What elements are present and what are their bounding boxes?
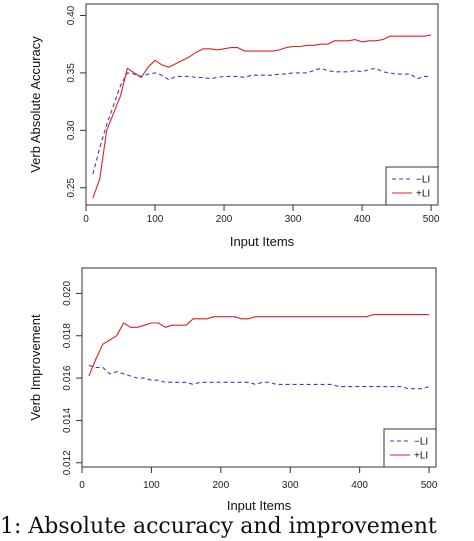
chart2-x-tick-label: 500 [421, 480, 438, 491]
chart1-series-line-plus-li [92, 34, 432, 199]
chart2-y-tick-label: 0.018 [62, 323, 73, 348]
chart1-x-tick-label: 100 [147, 214, 164, 225]
chart1-legend-label: +LI [416, 189, 430, 200]
chart2-x-axis-label: Input Items [227, 498, 292, 513]
chart1-plot-frame [85, 3, 439, 206]
chart2-y-tick-label: 0.016 [62, 365, 73, 390]
chart2-legend-label: −LI [414, 437, 428, 448]
chart1-y-tick-label: 0.30 [66, 120, 77, 140]
chart2-x-tick-label: 0 [79, 480, 85, 491]
chart2-y-tick-label: 0.012 [62, 450, 73, 475]
chart2-legend-label: +LI [414, 451, 428, 462]
accuracy-panel: 0 100 200 300 400 500 0.25 0.30 0.35 0.40 Input It… [28, 3, 440, 249]
chart2-x-tick-label: 300 [282, 480, 299, 491]
chart2-x-tick-label: 400 [351, 480, 368, 491]
figure-caption: 1: Absolute accuracy and improvement [0, 514, 437, 539]
chart1-x-axis-label: Input Items [230, 234, 295, 249]
chart1-x-tick-label: 0 [83, 214, 89, 225]
chart2-y-tick-label: 0.020 [62, 280, 73, 305]
chart2-series-line-minus-li [88, 364, 430, 390]
chart1-y-tick-label: 0.40 [66, 5, 77, 25]
chart1-x-tick-label: 300 [285, 214, 302, 225]
chart1-y-tick-label: 0.25 [66, 178, 77, 198]
chart2-y-axis-label: Verb Improvement [28, 314, 43, 421]
chart2-legend-box [383, 428, 437, 468]
chart1-legend-label: −LI [416, 175, 430, 186]
chart1-x-tick-label: 500 [423, 214, 440, 225]
chart2-x-tick-label: 100 [143, 480, 160, 491]
chart1-legend-box [385, 166, 439, 206]
chart2-y-tick-label: 0.014 [62, 407, 73, 432]
chart2-x-tick-label: 200 [212, 480, 229, 491]
chart1-x-tick-label: 400 [354, 214, 371, 225]
figure: 0 100 200 300 400 500 0.25 0.30 0.35 0.40 Input It… [28, 3, 440, 513]
chart1-x-tick-label: 200 [216, 214, 233, 225]
chart1-series-line-minus-li [92, 67, 432, 175]
improvement-panel: 0 100 200 300 400 500 0.012 0.014 0.016 0.018 0.02… [28, 267, 438, 513]
chart2-series-line-plus-li [88, 314, 430, 377]
chart1-y-tick-label: 0.35 [66, 63, 77, 83]
chart1-y-axis-label: Verb Absolute Accuracy [28, 36, 43, 173]
chart2-plot-frame [81, 267, 437, 468]
